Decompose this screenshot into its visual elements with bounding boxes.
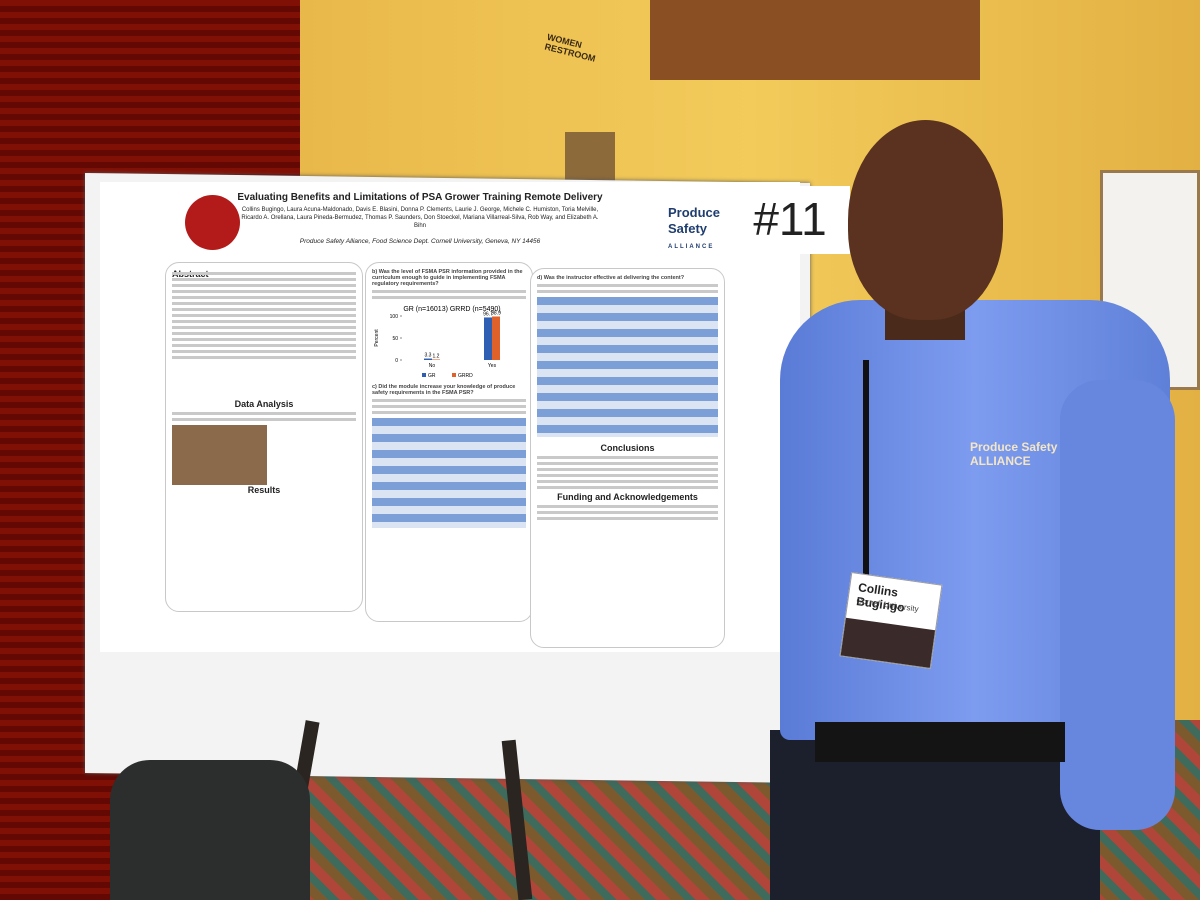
text-line [537, 468, 718, 471]
backpack [110, 760, 310, 900]
lanyard [863, 360, 869, 590]
text-line [537, 462, 718, 465]
question: c) Did the module increase your knowledg… [372, 384, 516, 396]
y-tick-label: 50 [392, 336, 398, 342]
text-line [372, 411, 526, 414]
value-label: 98.9 [491, 310, 501, 316]
person-arm [1060, 380, 1175, 830]
x-tick-label: Yes [488, 363, 497, 369]
question: b) Was the level of FSMA PSR information… [372, 269, 523, 287]
text-line [172, 284, 356, 287]
psa-logo: Produce Safety ALLIANCE [663, 200, 733, 258]
table [372, 418, 526, 528]
legend-swatch [422, 373, 426, 377]
abstract-column: Abstract Data Analysis Results [165, 262, 363, 612]
poster-authors: Collins Bugingo, Laura Acuna-Maldonado, … [241, 207, 599, 229]
text-line [537, 511, 718, 514]
photo [172, 425, 267, 485]
question: d) Was the instructor effective at deliv… [537, 275, 685, 281]
text-line [537, 290, 718, 293]
door [565, 132, 615, 182]
logo-word: Produce [668, 205, 721, 220]
person-head [848, 120, 1003, 320]
poster-header: Evaluating Benefits and Limitations of P… [180, 192, 660, 254]
text-line [537, 474, 718, 477]
text-line [172, 314, 356, 317]
text-line [172, 320, 356, 323]
logo-word: ALLIANCE [668, 244, 715, 250]
shirt-logo: Produce Safety ALLIANCE [970, 440, 1058, 468]
bar [492, 316, 500, 360]
poster-title: Evaluating Benefits and Limitations of P… [237, 192, 603, 203]
logo-word: Safety [668, 221, 708, 236]
right-column: d) Was the instructor effective at deliv… [530, 268, 725, 648]
y-tick-label: 0 [395, 358, 398, 364]
value-label: 96.7 [483, 311, 493, 317]
chart-title: GR (n=16013) GRRD (n=5490) [403, 306, 500, 313]
text-line [537, 480, 718, 483]
text-line [172, 338, 356, 341]
value-label: 1.2 [433, 353, 440, 359]
name-badge: Collins Bugingo Cornell University [839, 572, 943, 669]
middle-column: b) Was the level of FSMA PSR information… [365, 262, 533, 622]
belt [815, 722, 1065, 762]
text-line [172, 332, 356, 335]
heading: Results [247, 485, 281, 495]
y-axis-label: Percent [374, 329, 380, 347]
text-line [172, 290, 356, 293]
legend-label: GR [428, 373, 436, 379]
text-line [537, 284, 718, 287]
text-line [172, 326, 356, 329]
text-line [172, 412, 356, 415]
table [537, 297, 718, 437]
text-line [537, 456, 718, 459]
text-line [172, 272, 356, 275]
heading: Funding and Acknowledgements [557, 492, 698, 502]
text-line [372, 296, 526, 299]
x-tick-label: No [429, 363, 436, 369]
text-line [172, 278, 356, 281]
text-line [172, 308, 356, 311]
text-line [537, 486, 718, 489]
bar-chart: GR (n=16013) GRRD (n=5490) Percent 0 50 100 N… [372, 302, 527, 382]
y-tick-label: 100 [390, 314, 399, 320]
text-line [172, 350, 356, 353]
text-line [372, 399, 526, 402]
text-line [372, 405, 526, 408]
poster-affiliation: Produce Safety Alliance, Food Science De… [299, 238, 541, 245]
number-card: #11 [730, 186, 850, 254]
text-line [172, 296, 356, 299]
text-line [537, 505, 718, 508]
bar [432, 359, 440, 360]
text-line [172, 356, 356, 359]
heading: Conclusions [600, 443, 655, 453]
text-line [372, 290, 526, 293]
value-label: 3.3 [425, 353, 432, 359]
text-line [172, 302, 356, 305]
heading: Data Analysis [234, 399, 294, 409]
text-line [172, 418, 356, 421]
cornell-seal [185, 195, 240, 250]
text-line [537, 517, 718, 520]
bar [424, 358, 432, 360]
legend-label: GRRD [458, 373, 473, 379]
text-line [172, 344, 356, 347]
ceiling [650, 0, 980, 80]
legend-swatch [452, 373, 456, 377]
bar [484, 317, 492, 360]
